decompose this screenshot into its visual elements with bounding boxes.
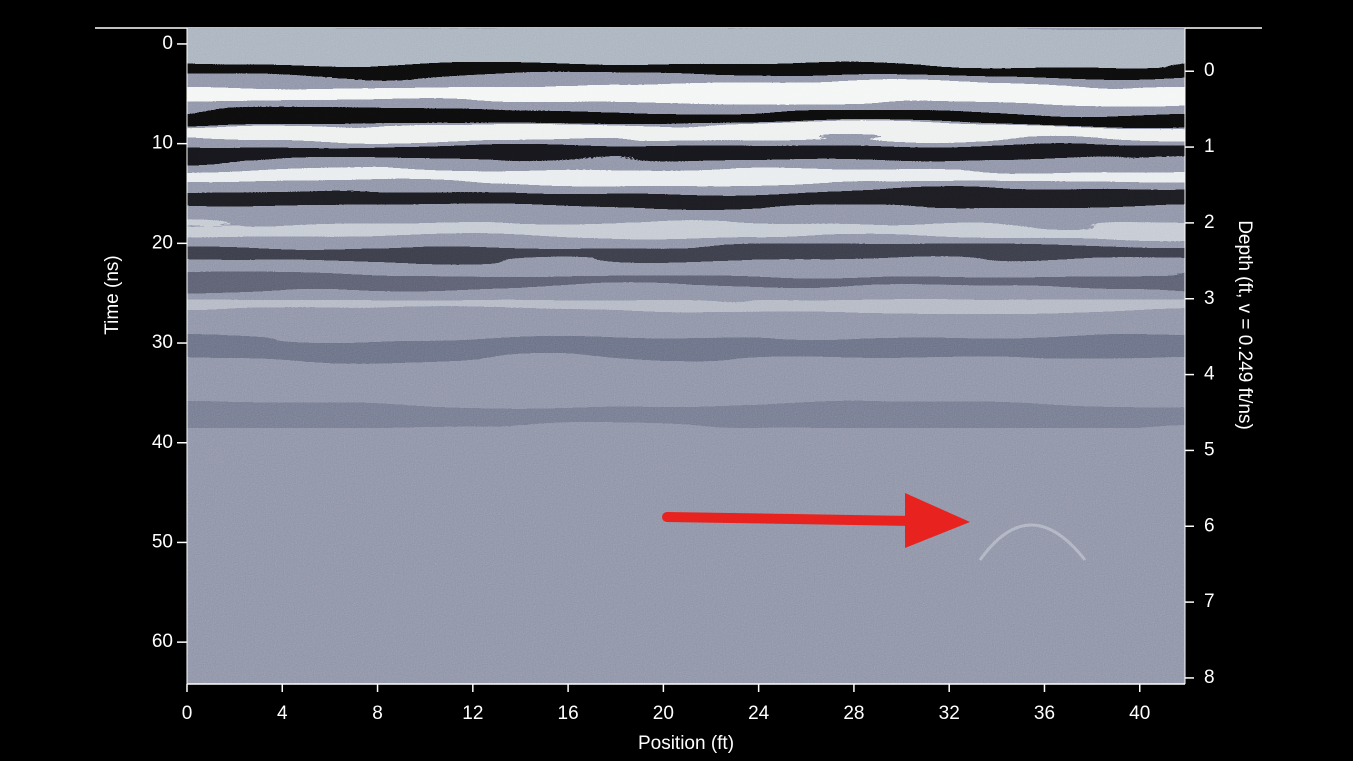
y2-axis-title: Depth (ft, v = 0.249 ft/ns) xyxy=(1234,220,1255,430)
x-tick-label: 32 xyxy=(939,703,960,724)
x-tick-label: 40 xyxy=(1129,703,1150,724)
noise xyxy=(187,28,1185,684)
x-tick-label: 36 xyxy=(1034,703,1055,724)
annotation-arrow xyxy=(662,512,920,526)
x-tick-label: 4 xyxy=(277,703,288,724)
y2-tick-label: 8 xyxy=(1204,667,1215,688)
x-tick-label: 8 xyxy=(372,703,383,724)
y2-tick-label: 0 xyxy=(1204,60,1215,81)
y-tick-label: 0 xyxy=(162,33,173,54)
y-tick-label: 60 xyxy=(152,631,173,652)
x-axis-title: Position (ft) xyxy=(638,733,734,754)
y2-tick-label: 2 xyxy=(1204,212,1215,233)
y2-tick-label: 4 xyxy=(1204,364,1215,385)
x-tick-label: 28 xyxy=(843,703,864,724)
x-tick-label: 20 xyxy=(653,703,674,724)
radargram xyxy=(187,28,1185,684)
x-tick-label: 0 xyxy=(182,703,193,724)
y2-tick-label: 7 xyxy=(1204,591,1215,612)
y-axis-title: Time (ns) xyxy=(102,255,123,335)
y2-tick-label: 1 xyxy=(1204,136,1215,157)
y2-tick-label: 6 xyxy=(1204,515,1215,536)
y-tick-label: 40 xyxy=(152,432,173,453)
x-tick-label: 24 xyxy=(748,703,770,724)
y-tick-label: 30 xyxy=(152,332,173,353)
x-tick-label: 12 xyxy=(462,703,483,724)
y2-tick-label: 5 xyxy=(1204,439,1215,460)
x-tick-label: 16 xyxy=(558,703,579,724)
y-tick-label: 20 xyxy=(152,232,173,253)
y2-tick-label: 3 xyxy=(1204,288,1215,309)
y-tick-label: 10 xyxy=(152,133,173,154)
annotation-arrowhead xyxy=(905,493,970,548)
y-tick-label: 50 xyxy=(152,531,173,552)
